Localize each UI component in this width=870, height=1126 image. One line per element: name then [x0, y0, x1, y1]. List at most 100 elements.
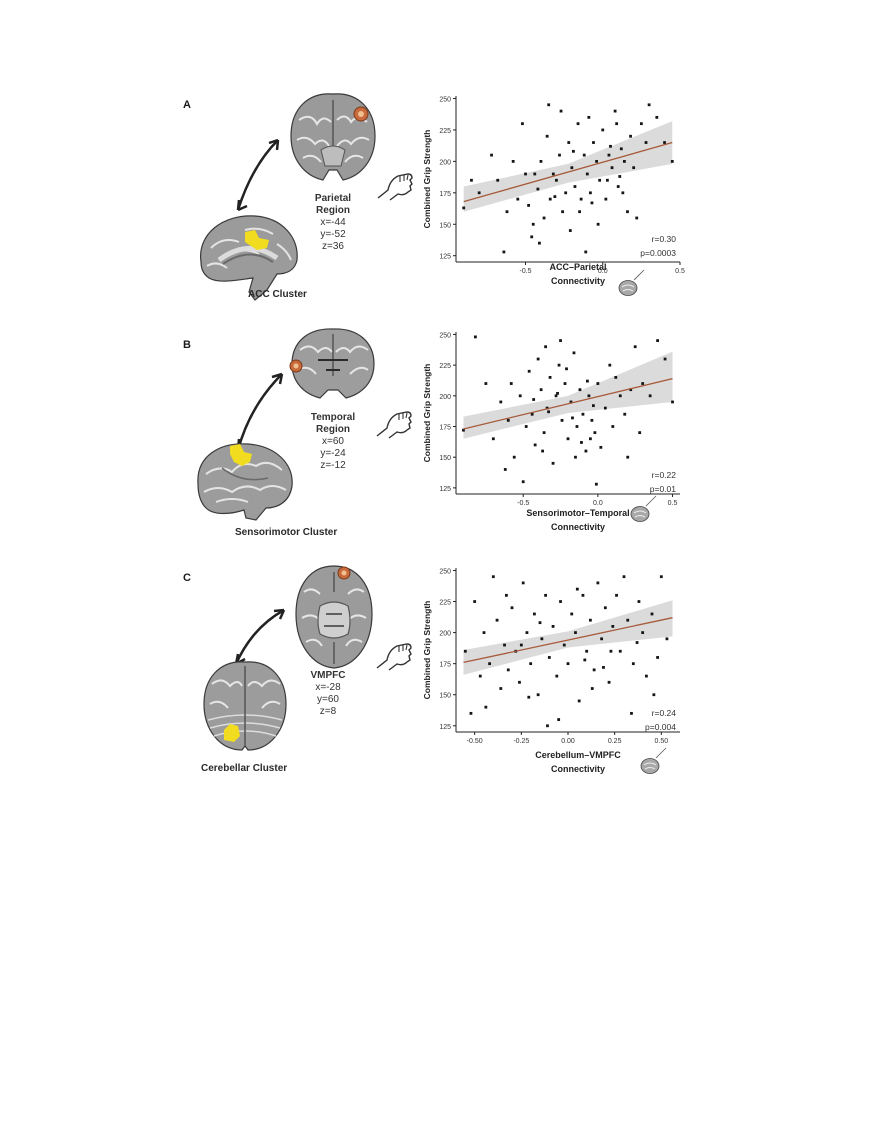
x-axis-label-line2: Connectivity: [551, 522, 605, 532]
brain-thumbnail-shape: [618, 280, 638, 296]
data-point: [591, 404, 595, 408]
data-point: [519, 643, 523, 647]
data-point: [545, 134, 549, 138]
brain-thumbnail-folds: [643, 762, 657, 770]
x-tick-label: 0.25: [608, 738, 622, 745]
data-point: [505, 210, 509, 214]
grip-hand-icon: [376, 411, 412, 439]
data-point: [637, 600, 641, 603]
data-point: [592, 668, 596, 672]
data-point: [593, 431, 597, 435]
data-point: [563, 382, 567, 385]
data-point: [633, 345, 637, 349]
x-axis-label: Sensorimotor–Temporal: [526, 508, 629, 518]
data-point: [546, 724, 549, 728]
region-title: Parietal: [314, 193, 352, 204]
axial-brain-icon: [290, 562, 378, 672]
data-point: [655, 115, 659, 119]
data-point: [589, 618, 592, 622]
data-point: [558, 153, 561, 157]
data-point: [626, 210, 629, 214]
data-point: [596, 581, 600, 585]
data-point: [607, 680, 611, 684]
data-point: [556, 391, 559, 395]
data-point: [572, 149, 575, 153]
coord-x: x=-28: [315, 682, 341, 693]
data-point: [544, 345, 547, 349]
data-point: [585, 649, 589, 653]
lateral-brain-icon: [192, 438, 296, 528]
data-point: [547, 656, 551, 659]
data-point: [477, 191, 481, 195]
x-tick-label: -0.25: [513, 738, 529, 745]
data-point: [585, 172, 589, 176]
stat-r: r=0.22: [652, 470, 677, 480]
data-point: [529, 662, 533, 666]
data-point: [518, 680, 521, 684]
double-arrow-icon: [236, 138, 280, 212]
data-point: [581, 412, 585, 416]
data-point: [488, 662, 491, 666]
coronal-brain-icon: [288, 326, 378, 401]
data-point: [623, 412, 627, 416]
data-point: [506, 668, 510, 672]
data-point: [652, 693, 656, 697]
data-point: [656, 656, 659, 659]
data-point: [613, 109, 617, 113]
y-tick-label: 200: [439, 159, 451, 166]
brain-thumbnail-pointer: [633, 269, 645, 281]
data-point: [599, 445, 603, 449]
data-point: [499, 400, 503, 404]
region-title-line2: Region: [316, 424, 350, 435]
y-tick-label: 125: [439, 254, 451, 261]
data-point: [609, 144, 612, 148]
data-point: [568, 229, 572, 232]
data-point: [603, 406, 607, 410]
data-point: [527, 695, 531, 699]
data-point: [629, 134, 632, 138]
data-point: [650, 612, 654, 616]
y-tick-label: 200: [439, 631, 451, 638]
region-title: VMPFC: [310, 670, 346, 681]
data-point: [473, 600, 477, 603]
data-point: [592, 141, 595, 144]
x-tick-label: 0.0: [598, 268, 608, 275]
data-point: [524, 425, 528, 428]
data-point: [590, 418, 594, 422]
data-point: [575, 425, 579, 428]
data-point: [555, 674, 559, 678]
data-point: [505, 593, 508, 597]
coord-x: x=60: [322, 436, 344, 447]
region-title-line2: Region: [316, 205, 350, 216]
data-point: [603, 606, 607, 610]
data-point: [639, 122, 643, 126]
x-axis-label-line2: Connectivity: [551, 276, 605, 286]
data-point: [536, 693, 540, 697]
confidence-band: [463, 600, 673, 675]
x-tick-label: -0.5: [517, 500, 529, 507]
data-point: [631, 662, 635, 666]
data-point: [524, 172, 527, 176]
data-point: [496, 178, 500, 182]
data-point: [538, 621, 542, 625]
data-point: [509, 382, 513, 385]
data-point: [618, 649, 622, 653]
data-point: [545, 406, 549, 410]
data-point: [502, 250, 506, 254]
y-tick-label: 150: [439, 222, 451, 229]
data-point: [506, 418, 510, 422]
data-point: [551, 461, 555, 465]
data-point: [574, 631, 577, 635]
data-point: [622, 159, 626, 163]
data-point: [618, 394, 622, 398]
region-label: Parietal Region x=-44 y=-52 z=36: [300, 193, 366, 253]
coord-z: z=36: [322, 241, 344, 252]
data-point: [659, 575, 663, 579]
confidence-band: [463, 121, 673, 212]
panel-b: B Temporal Region x=60 y=-24 z=-12 Senso…: [0, 326, 870, 546]
data-point: [516, 197, 520, 201]
data-point: [598, 178, 602, 182]
data-point: [578, 388, 582, 392]
brain-thumbnail-folds: [633, 510, 647, 518]
panel-a: A Parietal Region x=-44 y=-52 z=36: [0, 90, 870, 320]
